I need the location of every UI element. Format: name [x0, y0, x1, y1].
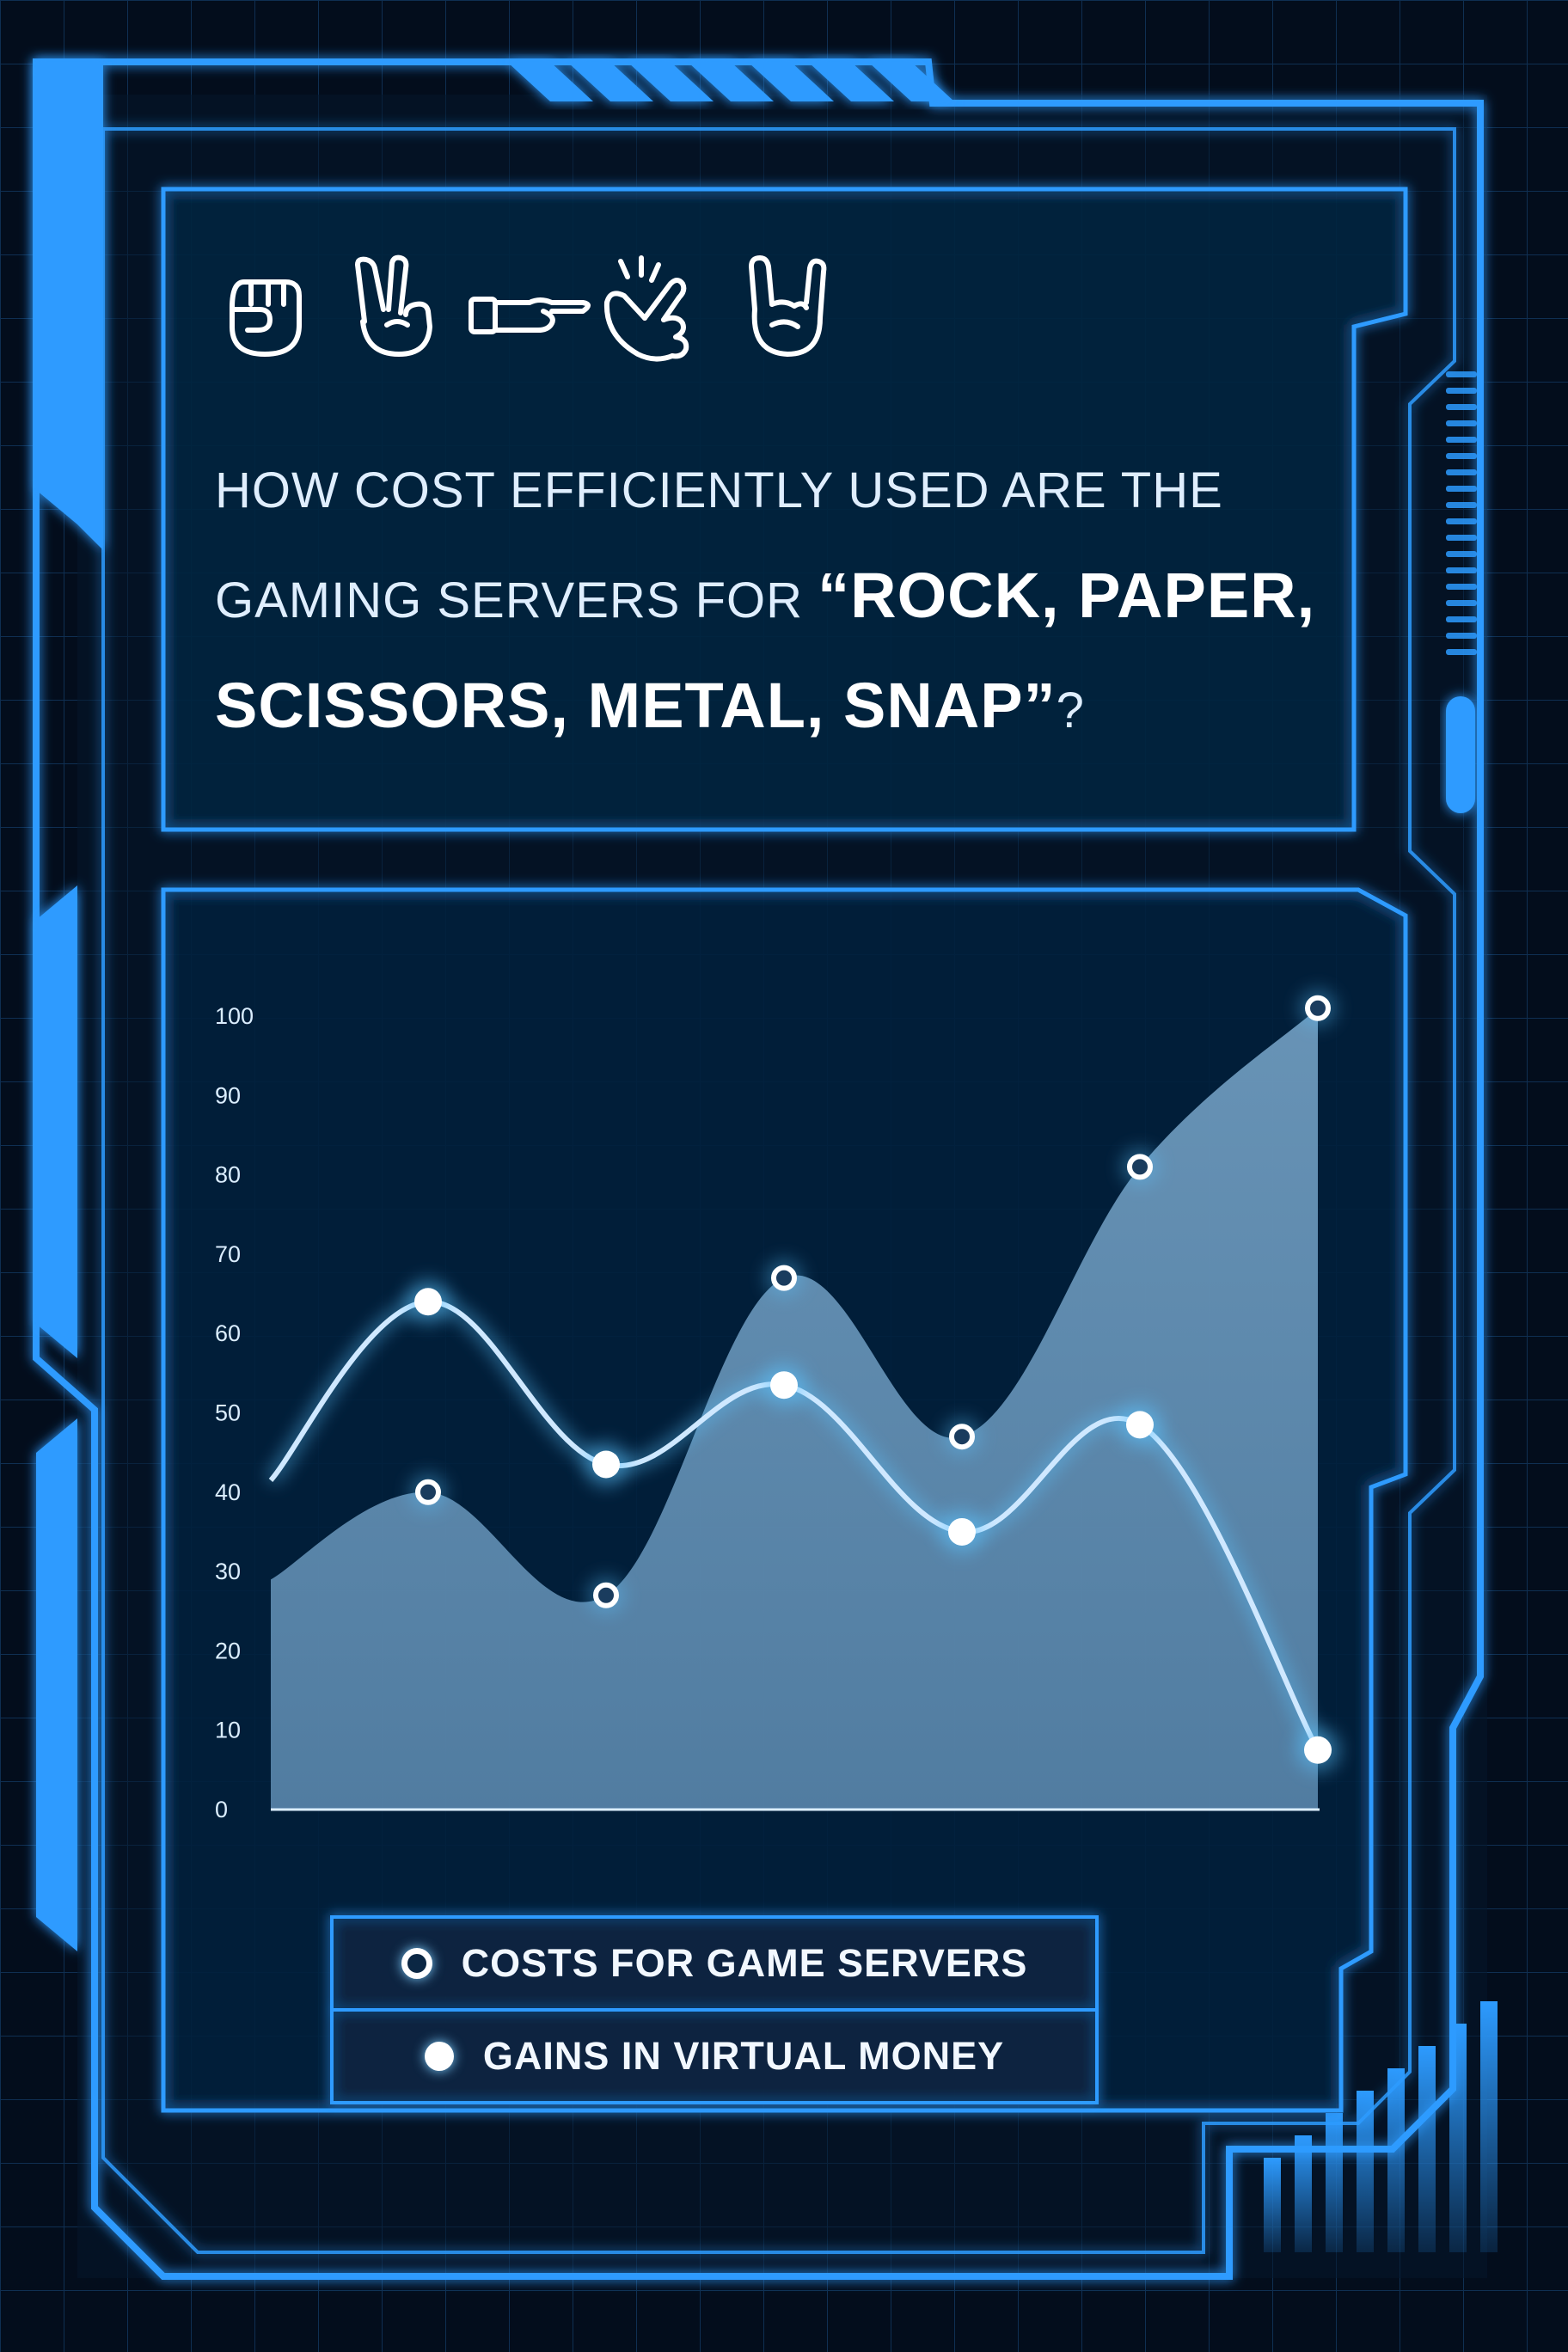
- top-stripes: [507, 62, 954, 101]
- title-line-3-tail: ?: [1056, 683, 1085, 738]
- level-bar: [1264, 2158, 1281, 2252]
- y-tick-label: 60: [215, 1320, 241, 1346]
- y-tick-label: 70: [215, 1241, 241, 1267]
- scale-tick: [1446, 388, 1477, 394]
- hand-icons: [230, 254, 827, 362]
- gains-point: [1126, 1411, 1154, 1439]
- y-tick-label: 30: [215, 1559, 241, 1584]
- y-tick-label: 40: [215, 1479, 241, 1505]
- title-line-3: SCISSORS, METAL, SNAP”?: [215, 653, 1384, 763]
- scale-tick: [1446, 371, 1477, 377]
- scale-tick: [1446, 535, 1477, 541]
- costs-point: [1127, 1154, 1153, 1180]
- gains-point: [770, 1371, 798, 1400]
- gains-point: [592, 1450, 620, 1479]
- right-scale-ticks: [1446, 371, 1477, 655]
- costs-point: [771, 1265, 797, 1291]
- scale-tick: [1446, 616, 1477, 622]
- scale-tick: [1446, 486, 1477, 492]
- legend-box: [330, 1915, 1099, 2104]
- y-axis-tick-labels: 0 10 20 30 40 50 60 70 80 90 100: [215, 1003, 254, 1822]
- costs-point: [949, 1424, 975, 1450]
- title-line-1: HOW COST EFFICIENTLY USED ARE THE: [215, 462, 1223, 518]
- y-tick-label: 20: [215, 1638, 241, 1663]
- page-title: HOW COST EFFICIENTLY USED ARE THE GAMING…: [215, 438, 1384, 763]
- legend-label-gains: GAINS IN VIRTUAL MONEY: [482, 2034, 1005, 2078]
- title-line-3-bold: SCISSORS, METAL, SNAP”: [215, 670, 1057, 741]
- scale-tick: [1446, 437, 1477, 443]
- level-bar: [1480, 2001, 1498, 2252]
- bottom-right-bars: [1264, 2001, 1498, 2252]
- scale-tick: [1446, 420, 1477, 426]
- title-line-2-bold: “ROCK, PAPER,: [818, 560, 1316, 631]
- level-bar: [1387, 2068, 1405, 2252]
- gains-point: [414, 1288, 442, 1316]
- legend-filled-marker-icon: [424, 2042, 454, 2071]
- costs-point: [593, 1582, 619, 1608]
- scale-tick: [1446, 469, 1477, 475]
- gains-markers: [406, 1279, 1340, 1773]
- y-tick-label: 0: [215, 1797, 228, 1822]
- gains-point: [1304, 1736, 1332, 1764]
- gains-point: [948, 1517, 976, 1546]
- legend-label-costs: COSTS FOR GAME SERVERS: [461, 1941, 1028, 1985]
- scale-tick: [1446, 584, 1477, 590]
- legend-entry-costs: COSTS FOR GAME SERVERS: [332, 1917, 1097, 2010]
- scale-tick: [1446, 600, 1477, 606]
- scale-tick: [1446, 404, 1477, 410]
- costs-point: [1305, 995, 1331, 1021]
- legend-entry-gains: GAINS IN VIRTUAL MONEY: [332, 2010, 1097, 2103]
- level-bar: [1357, 2091, 1374, 2252]
- left-bezel: [36, 62, 103, 1951]
- header-box: [161, 187, 1408, 832]
- y-tick-label: 10: [215, 1718, 241, 1743]
- level-bar: [1326, 2113, 1343, 2252]
- fist-icon: [230, 279, 302, 357]
- scale-tick: [1446, 649, 1477, 655]
- legend-hollow-marker-icon: [401, 1948, 432, 1979]
- level-bar: [1295, 2135, 1312, 2252]
- costs-area: [271, 1008, 1318, 1810]
- scale-tick: [1446, 633, 1477, 639]
- costs-point: [415, 1479, 441, 1505]
- y-tick-label: 100: [215, 1003, 254, 1029]
- scale-tick: [1446, 551, 1477, 557]
- pointing-hand-icon: [469, 297, 591, 334]
- y-tick-label: 80: [215, 1162, 241, 1188]
- scale-tick: [1446, 518, 1477, 524]
- snapping-hand-icon: [603, 255, 689, 362]
- right-scroll-pill: [1446, 696, 1475, 813]
- level-bar: [1449, 2024, 1467, 2252]
- y-tick-label: 90: [215, 1082, 241, 1108]
- costs-markers: [409, 989, 1337, 1614]
- metal-horns-hand-icon: [749, 255, 827, 357]
- level-bar: [1418, 2046, 1436, 2252]
- y-tick-label: 50: [215, 1400, 241, 1426]
- scale-tick: [1446, 502, 1477, 508]
- title-line-2: GAMING SERVERS FOR “ROCK, PAPER,: [215, 543, 1384, 653]
- title-line-2-light: GAMING SERVERS FOR: [215, 573, 818, 628]
- scale-tick: [1446, 453, 1477, 459]
- peace-hand-icon: [355, 254, 432, 357]
- scale-tick: [1446, 567, 1477, 573]
